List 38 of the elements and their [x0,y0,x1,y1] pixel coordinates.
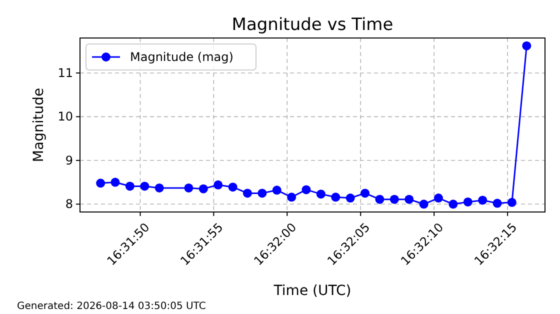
point [198,184,208,194]
y-tick-label: 9 [65,153,73,168]
point [214,180,223,190]
y-tick-label: 8 [65,197,73,212]
point [463,197,472,206]
point [419,200,428,209]
point [258,188,267,198]
point [154,183,164,192]
point [110,178,120,187]
point [346,194,355,203]
point [434,194,443,203]
point [125,182,134,191]
point [287,192,296,202]
y-tick-label: 10 [58,110,73,124]
y-tick-label: 11 [58,66,73,80]
y-axis-title: Magnitude [31,88,47,162]
point [375,194,384,204]
legend-label: Magnitude (mag) [130,50,234,64]
point [390,194,399,204]
chart-title: Magnitude vs Time [232,15,394,35]
point [404,194,414,204]
point [478,196,488,205]
point [242,188,252,198]
point [331,192,340,202]
point [507,198,516,207]
point [96,178,106,188]
point [492,198,502,208]
point [228,182,238,192]
point [184,183,194,192]
point [360,188,370,198]
point [140,182,150,191]
point [302,185,311,194]
point [272,186,282,195]
point [522,41,532,50]
text: Generated: 2026-08-14 03:50:05 UTC [17,301,206,312]
x-axis-title: Time (UTC) [272,283,352,299]
point [448,200,458,209]
point [316,190,326,199]
